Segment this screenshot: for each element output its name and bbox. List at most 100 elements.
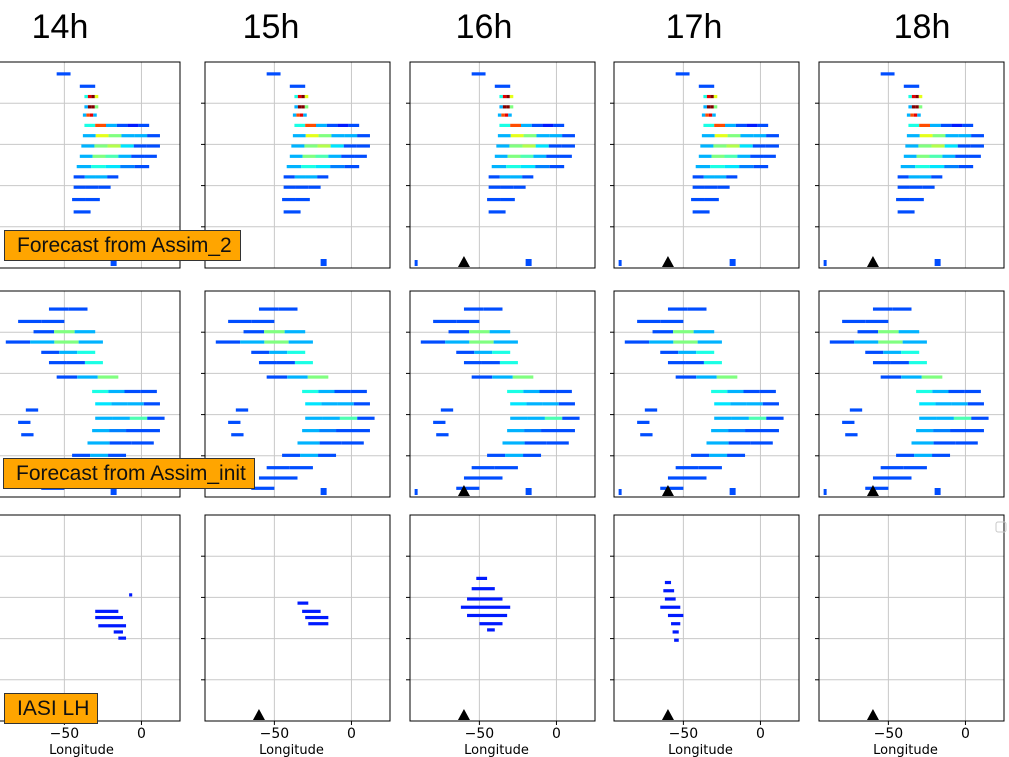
- data-cell: [967, 429, 984, 433]
- data-cell: [644, 408, 658, 412]
- data-cell: [911, 105, 916, 109]
- data-cell: [18, 420, 31, 424]
- data-cell: [59, 350, 78, 354]
- data-cell: [496, 144, 510, 148]
- data-cell: [523, 134, 537, 138]
- data-cell: [77, 375, 98, 379]
- data-cell: [307, 375, 329, 379]
- data-cell: [921, 375, 943, 379]
- data-cell: [302, 154, 316, 158]
- data-cell: [266, 466, 290, 470]
- data-cell: [499, 361, 518, 365]
- data-cell: [79, 84, 96, 88]
- data-cell: [479, 622, 503, 626]
- data-cell: [113, 630, 123, 634]
- data-cell: [535, 144, 549, 148]
- data-cell: [909, 197, 924, 202]
- data-cell: [84, 361, 103, 365]
- data-cell: [509, 105, 514, 109]
- data-cell: [287, 350, 306, 354]
- data-cell: [940, 123, 952, 127]
- data-cell: [269, 350, 288, 354]
- data-cell: [326, 123, 338, 127]
- data-cell: [133, 144, 147, 148]
- data-cell: [82, 113, 87, 117]
- data-cell: [701, 134, 715, 138]
- data-cell: [129, 593, 133, 597]
- data-cell: [124, 389, 141, 394]
- triangle-marker: [457, 709, 470, 720]
- x-axis-label: Longitude: [259, 743, 324, 757]
- data-cell: [54, 340, 79, 344]
- data-cell: [539, 389, 556, 394]
- data-cell: [906, 134, 920, 138]
- data-cell: [354, 154, 367, 158]
- data-cell: [618, 260, 622, 266]
- data-cell: [322, 416, 340, 420]
- data-cell: [932, 453, 951, 457]
- data-cell: [66, 361, 85, 365]
- x-tick-label: 0: [756, 726, 765, 742]
- data-cell: [456, 486, 480, 490]
- data-cell: [524, 429, 542, 433]
- data-cell: [703, 361, 722, 365]
- data-cell: [95, 175, 108, 179]
- data-cell: [711, 429, 729, 433]
- data-cell: [502, 94, 507, 99]
- data-cell: [499, 105, 503, 109]
- map-panel: [406, 290, 596, 498]
- data-cell: [303, 113, 307, 117]
- data-cell: [297, 105, 302, 109]
- data-cell: [934, 259, 941, 266]
- data-cell: [304, 105, 309, 109]
- triangle-marker: [866, 485, 879, 496]
- data-cell: [695, 165, 711, 169]
- panel-frame: [409, 290, 596, 498]
- data-cell: [649, 340, 674, 344]
- data-cell: [704, 185, 718, 189]
- data-cell: [714, 134, 728, 138]
- data-cell: [724, 154, 738, 158]
- data-cell: [698, 466, 722, 470]
- data-cell: [337, 402, 354, 406]
- data-cell: [746, 402, 763, 406]
- panel-frame: [818, 290, 1005, 498]
- data-cell: [692, 185, 705, 189]
- data-cell: [942, 154, 956, 158]
- data-cell: [492, 350, 511, 354]
- data-cell: [92, 154, 106, 158]
- data-cell: [513, 185, 526, 189]
- data-cell: [533, 154, 547, 158]
- data-cell: [520, 154, 534, 158]
- data-cell: [95, 134, 109, 138]
- data-cell: [108, 389, 125, 394]
- panel-frame: [613, 514, 800, 722]
- data-cell: [971, 416, 989, 420]
- data-cell: [258, 476, 298, 480]
- data-cell: [25, 408, 39, 412]
- data-cell: [729, 488, 736, 495]
- data-cell: [701, 113, 706, 117]
- data-cell: [916, 389, 933, 394]
- x-axis-label: Longitude: [668, 743, 733, 757]
- data-cell: [56, 375, 78, 379]
- data-cell: [507, 429, 525, 433]
- data-cell: [319, 429, 337, 433]
- data-cell: [109, 441, 132, 445]
- data-cell: [95, 609, 119, 613]
- data-cell: [448, 330, 470, 334]
- data-cell: [497, 134, 511, 138]
- data-cell: [134, 134, 148, 138]
- data-cell: [110, 488, 117, 495]
- data-cell: [93, 113, 97, 117]
- data-cell: [714, 416, 732, 420]
- data-cell: [766, 134, 779, 138]
- data-cell: [553, 123, 565, 127]
- data-cell: [930, 123, 941, 127]
- data-cell: [637, 319, 661, 324]
- data-cell: [334, 389, 351, 394]
- data-cell: [126, 429, 143, 433]
- data-cell: [945, 134, 959, 138]
- map-panel: −50 0 Longitude: [201, 514, 391, 757]
- data-cell: [546, 154, 560, 158]
